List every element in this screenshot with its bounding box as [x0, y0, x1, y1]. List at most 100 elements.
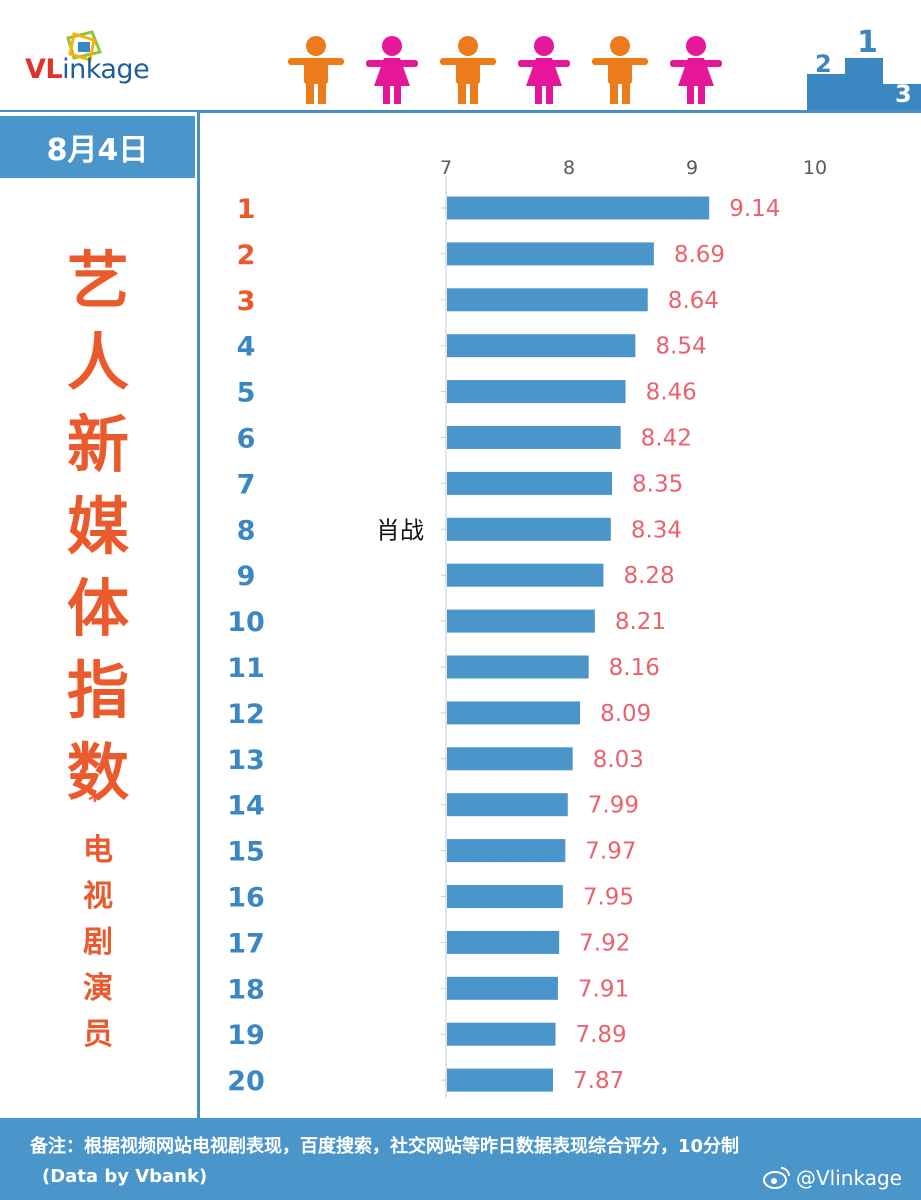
rank-label: 11: [227, 653, 265, 684]
bar: [447, 288, 648, 312]
rank-label: 8: [237, 515, 256, 546]
footer-note: 备注：根据视频网站电视剧表现，百度搜索，社交网站等昨日数据表现综合评分，10分制: [30, 1136, 740, 1157]
podium-icon: 2 1 3: [807, 28, 921, 112]
rank-label: 16: [227, 883, 265, 914]
subtitle-char: 演: [83, 971, 113, 1006]
title-char: 数: [66, 736, 129, 809]
bar: [447, 655, 589, 679]
podium-label-3: 3: [895, 80, 912, 108]
bar: [447, 976, 558, 1000]
rank-label: 12: [227, 699, 265, 730]
value-label: 9.14: [729, 196, 780, 222]
subtitle-char: 剧: [83, 925, 113, 960]
bar: [447, 747, 573, 771]
bar: [447, 242, 654, 266]
logo-mark-icon: [66, 30, 103, 62]
bar: [447, 196, 710, 220]
subtitle: 电视剧演员: [74, 828, 122, 1058]
x-tick-label: 8: [563, 157, 575, 179]
footer: 备注：根据视频网站电视剧表现，百度搜索，社交网站等昨日数据表现综合评分，10分制…: [0, 1118, 921, 1200]
value-label: 8.35: [632, 471, 683, 497]
male-person-icon: [592, 36, 648, 104]
rank-label: 2: [237, 240, 256, 271]
female-person-icon: [670, 36, 722, 104]
title-char: 体: [66, 572, 129, 645]
bar: [447, 1022, 556, 1046]
male-person-icon: [288, 36, 344, 104]
bar: [447, 426, 621, 449]
bar-annotation: 肖战: [376, 516, 424, 544]
rank-label: 4: [237, 332, 256, 363]
x-tick-label: 10: [803, 157, 827, 179]
bar: [447, 517, 611, 541]
ranking-bar-chart: 7 8 9 10 1 9.14 2 8.69 3 8.64 4 8.54 5 8.46 6 8.42 7 8.35…: [227, 157, 827, 1098]
title-char: 指: [66, 654, 129, 727]
podium-label-1: 1: [857, 28, 878, 60]
rank-label: 13: [227, 745, 265, 776]
male-person-icon: [440, 36, 496, 104]
rank-label: 17: [227, 928, 265, 959]
value-label: 8.28: [623, 563, 674, 589]
bar: [447, 839, 566, 863]
value-label: 8.09: [600, 701, 651, 727]
value-label: 7.89: [575, 1022, 626, 1048]
bar: [447, 930, 560, 954]
bar: [447, 380, 626, 404]
value-label: 7.92: [579, 930, 630, 956]
footer-source: (Data by Vbank): [42, 1166, 208, 1187]
value-label: 8.46: [646, 380, 697, 406]
value-label: 8.54: [655, 334, 706, 360]
rank-label: 1: [237, 194, 256, 225]
female-person-icon: [366, 36, 418, 104]
title-char: 媒: [66, 490, 129, 563]
x-tick-label: 9: [686, 157, 698, 179]
date-label: 8月4日: [0, 116, 195, 178]
value-label: 8.69: [674, 242, 725, 268]
rank-label: 14: [227, 791, 265, 822]
bar: [447, 1068, 554, 1092]
x-tick-label: 7: [440, 157, 452, 179]
logo-text-red: VL: [25, 54, 63, 85]
title-char: 人: [66, 326, 129, 399]
rank-label: 7: [237, 469, 256, 500]
bar: [447, 471, 613, 495]
title-char: 新: [66, 408, 129, 481]
value-label: 7.95: [583, 885, 634, 911]
female-person-icon: [518, 36, 570, 104]
subtitle-char: 员: [83, 1017, 113, 1052]
value-label: 8.21: [615, 609, 666, 635]
header-divider: [0, 110, 921, 113]
bar: [447, 885, 563, 908]
value-label: 8.03: [593, 747, 644, 773]
header: VLinkage 2 1 3: [0, 0, 921, 112]
left-panel: [0, 112, 200, 1118]
rank-label: 10: [227, 607, 265, 638]
weibo-icon: [763, 1167, 790, 1189]
weibo-handle: @Vlinkage: [796, 1166, 902, 1190]
bar: [447, 609, 595, 633]
value-label: 8.34: [631, 517, 682, 543]
rank-label: 9: [237, 561, 256, 592]
bar: [447, 701, 581, 725]
rank-label: 6: [237, 424, 256, 455]
subtitle-char: 电: [83, 833, 113, 868]
rank-label: 5: [237, 378, 256, 409]
subtitle-char: 视: [83, 879, 113, 914]
value-label: 7.91: [578, 976, 629, 1002]
value-label: 8.64: [668, 288, 719, 314]
bar: [447, 793, 568, 817]
title-star: *: [88, 786, 102, 816]
value-label: 7.87: [573, 1068, 624, 1094]
rank-label: 18: [227, 974, 265, 1005]
value-label: 7.97: [585, 839, 636, 865]
bar: [447, 563, 604, 587]
vlinkage-logo: VLinkage: [25, 54, 150, 85]
value-label: 8.42: [641, 426, 692, 452]
logo-text-blue: inkage: [62, 54, 150, 85]
rank-label: 3: [237, 286, 256, 317]
value-label: 8.16: [609, 655, 660, 681]
main-title: 艺人新媒体指数: [56, 240, 140, 814]
podium-label-2: 2: [815, 50, 832, 78]
rank-label: 20: [227, 1066, 265, 1097]
rank-label: 19: [227, 1020, 265, 1051]
